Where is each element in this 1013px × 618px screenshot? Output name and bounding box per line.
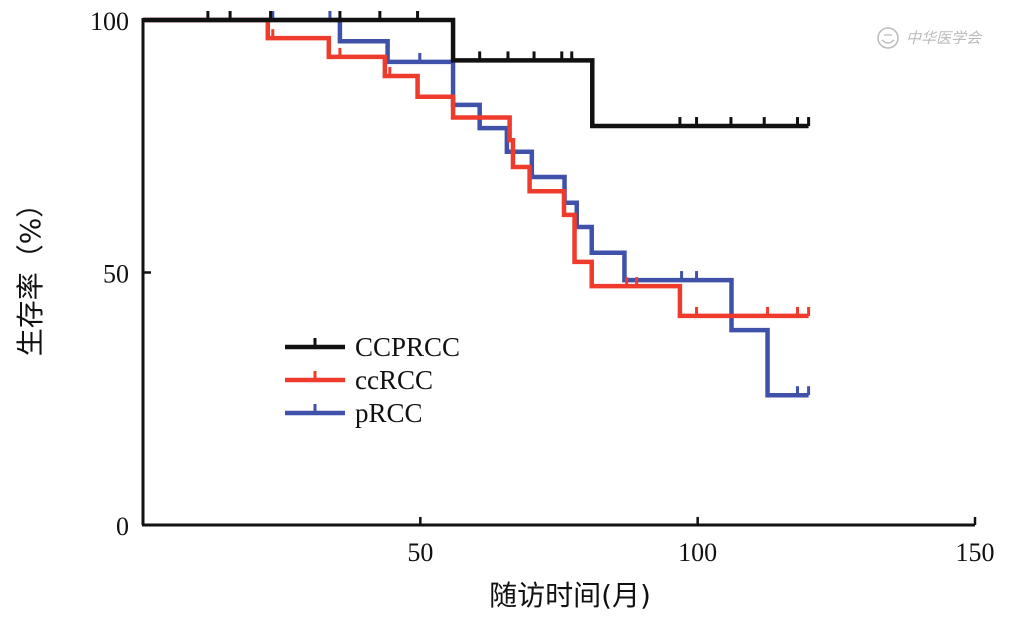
y-tick-label: 0 [116,512,129,541]
legend-item-ccprcc: CCPRCC [285,332,460,362]
series-prcc [143,11,811,398]
svg-text:中华医学会: 中华医学会 [906,29,983,47]
series-ccrcc [143,17,811,319]
legend-label: pRCC [355,398,423,428]
legend-label: CCPRCC [355,332,460,362]
legend-label: ccRCC [355,365,433,395]
survival-curve-ccprcc [143,17,809,129]
y-tick-label: 100 [90,7,129,36]
y-tick-label: 50 [103,260,129,289]
legend-item-ccrcc: ccRCC [285,365,433,395]
x-tick-label: 150 [956,538,995,567]
x-tick-label: 100 [678,538,717,567]
x-tick-label: 50 [407,538,433,567]
x-axis-label: 随访时间(月) [489,579,651,612]
watermark-logo: 中华医学会 [877,27,983,49]
survival-curve-ccrcc [143,17,809,319]
legend-item-prcc: pRCC [285,398,423,428]
series-ccprcc [143,11,811,129]
survival-curve-prcc [143,17,809,398]
y-axis-label: 生存率（%） [14,190,47,357]
axes: 50 100 150 0 50 100 [90,7,995,567]
series-group [143,11,811,398]
